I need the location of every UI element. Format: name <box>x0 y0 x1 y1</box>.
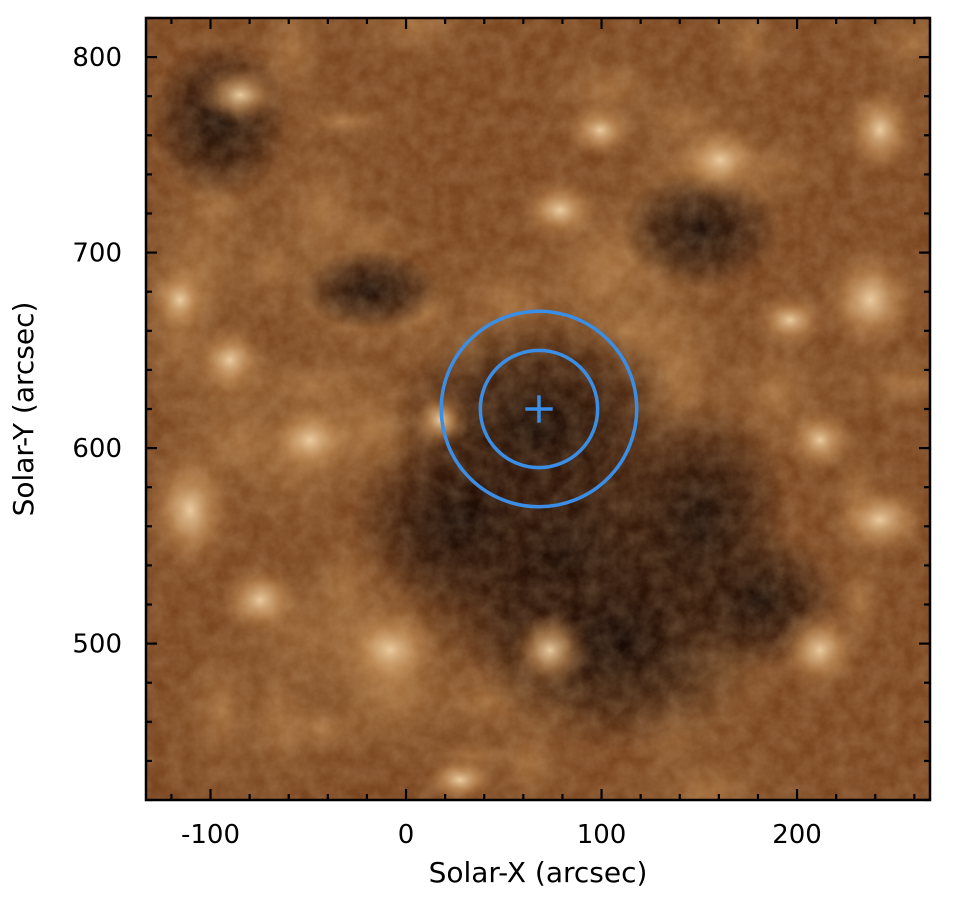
x-tick-label: 200 <box>772 820 822 850</box>
y-tick-label: 700 <box>72 239 122 269</box>
overlay-layer <box>439 309 639 509</box>
x-tick-label: 0 <box>398 820 415 850</box>
axis-ticks <box>146 16 930 802</box>
y-tick-label: 600 <box>72 434 122 464</box>
outer-circle <box>439 309 639 509</box>
x-axis-label: Solar-X (arcsec) <box>429 856 648 889</box>
y-tick-label: 800 <box>72 43 122 73</box>
x-tick-label: -100 <box>181 820 240 850</box>
solar-image <box>146 18 930 800</box>
tick-labels: -100 0 100 200 500 600 700 800 <box>72 43 822 850</box>
y-tick-label: 500 <box>72 630 122 660</box>
y-axis-label: Solar-Y (arcsec) <box>7 302 40 517</box>
x-tick-label: 100 <box>577 820 627 850</box>
inner-circle <box>478 348 600 470</box>
